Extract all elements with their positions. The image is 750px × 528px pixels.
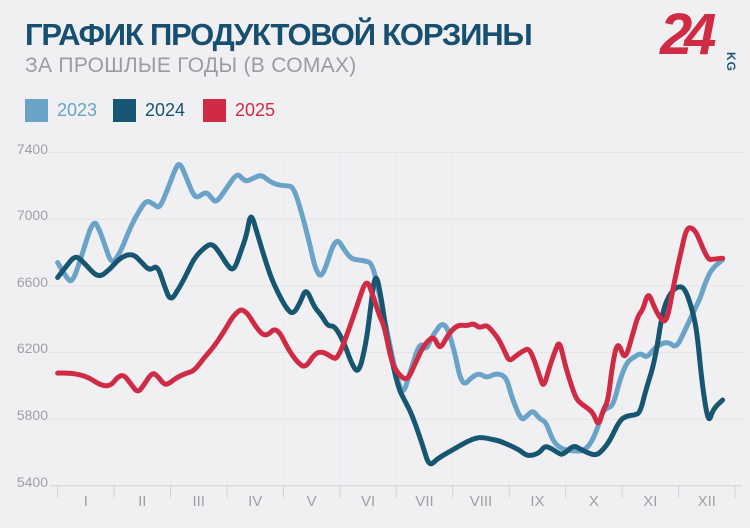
legend-swatch-2025 [203,98,226,122]
y-axis-tick-label: 6200 [16,340,48,357]
legend-swatch-2023 [25,98,48,122]
x-axis-month-label: I [83,493,88,510]
legend-label-2024: 2024 [145,99,186,120]
legend-label-2023: 2023 [57,99,98,120]
legend-item-2024: 2024 [113,98,185,122]
logo-24-text: 24 [660,2,716,67]
legend-item-2025: 2025 [203,98,275,122]
x-axis-month-label: V [306,493,317,510]
page-subtitle: ЗА ПРОШЛЫЕ ГОДЫ (В СОМАХ) [25,54,357,77]
x-axis-month-label: VIII [469,493,493,510]
logo-kg-text: KG [724,52,738,72]
x-axis-month-label: VII [415,493,434,510]
x-axis-month-label: XII [697,493,716,510]
logo-24kg: 24 KG [660,6,738,73]
legend-label-2025: 2025 [235,99,276,120]
legend-swatch-2024 [113,98,136,122]
page-title: ГРАФИК ПРОДУКТОВОЙ КОРЗИНЫ [25,17,533,52]
x-axis-month-label: VI [360,493,376,510]
legend-item-2023: 2023 [25,98,97,122]
x-axis-month-label: X [588,493,599,510]
x-axis-month-label: II [138,493,147,510]
chart-legend: 2023 2024 2025 [0,98,750,124]
x-axis-month-label: IX [530,493,545,510]
y-axis-tick-label: 7400 [16,140,48,157]
y-axis-tick-label: 7000 [16,207,48,224]
x-axis-month-label: XI [643,493,658,510]
x-axis-month-label: III [192,493,205,510]
x-axis-month-label: IV [248,493,263,510]
y-axis-tick-label: 6600 [16,273,48,290]
y-axis-tick-label: 5800 [16,407,48,424]
y-axis-tick-label: 5400 [16,473,48,490]
